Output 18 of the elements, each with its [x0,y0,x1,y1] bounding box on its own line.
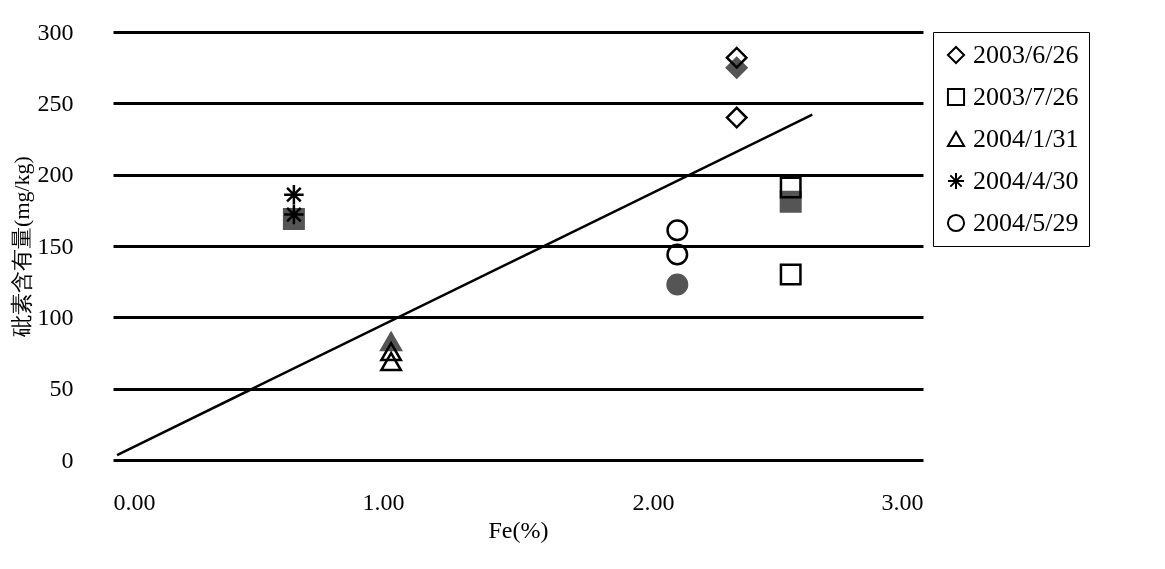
x-tick-label: 3.00 [881,488,924,515]
legend-label: 2004/1/31 [973,124,1079,153]
y-tick-label: 50 [49,375,74,402]
x-tick-label: 2.00 [632,488,675,515]
legend-label: 2003/7/26 [973,82,1079,111]
x-tick-label: 1.00 [362,488,405,515]
legend-label: 2004/4/30 [973,166,1079,195]
y-tick-label: 300 [37,18,74,45]
y-axis-title: 砒素含有量(mg/kg) [8,156,34,338]
y-tick-label: 0 [61,446,74,473]
y-tick-label: 250 [37,89,74,116]
y-tick-label: 150 [37,232,74,259]
y-tick-label: 200 [37,161,74,188]
y-tick-label: 100 [37,303,74,330]
x-axis-title: Fe(%) [488,516,549,543]
x-tick-label: 0.00 [113,488,156,515]
legend-label: 2003/6/26 [973,40,1079,69]
legend-label: 2004/5/29 [973,208,1079,237]
